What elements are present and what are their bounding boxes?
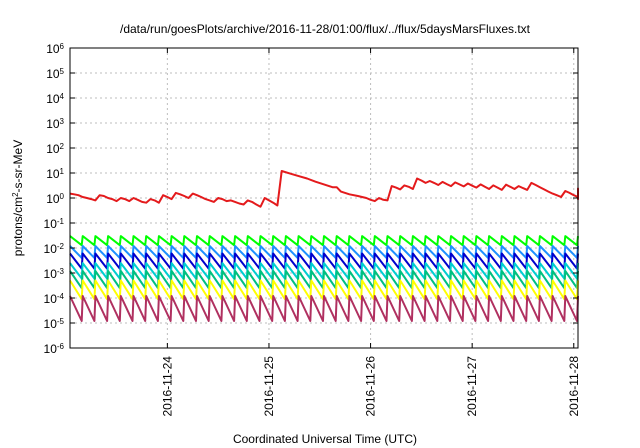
x-tick-label: 2016-11-25 <box>262 356 276 417</box>
y-tick-label: 101 <box>46 167 64 182</box>
y-tick-label: 100 <box>46 192 64 207</box>
y-tick-label: 10-2 <box>44 242 65 257</box>
x-axis-label: Coordinated Universal Time (UTC) <box>233 432 417 446</box>
y-tick-label: 103 <box>46 117 64 132</box>
x-tick-labels: 2016-11-24 2016-11-25 2016-11-26 2016-11-27… <box>160 48 581 417</box>
y-tick-label: 10-5 <box>44 317 65 332</box>
chart-title: /data/run/goesPlots/archive/2016-11-28/0… <box>120 22 531 36</box>
series-line-7 <box>69 279 579 301</box>
x-tick-label: 2016-11-27 <box>465 356 479 417</box>
series-line-1 <box>69 170 579 208</box>
x-tick-label: 2016-11-26 <box>364 356 378 417</box>
y-tick-label: 10-6 <box>44 342 65 357</box>
y-tick-label: 105 <box>46 67 64 82</box>
y-tick-labels: 10-6 10-5 10-4 10-3 10-2 10-1 100 101 102 103 104 1… <box>44 42 578 357</box>
y-axis-label-rest: -s-sr-MeV <box>11 140 25 193</box>
series-line-2 <box>69 235 579 247</box>
x-tick-label: 2016-11-28 <box>567 356 581 417</box>
y-tick-label: 10-4 <box>44 292 65 307</box>
y-tick-label: 10-3 <box>44 267 65 282</box>
series-layer <box>69 170 579 322</box>
y-tick-label: 102 <box>46 142 64 157</box>
series-line-8 <box>69 295 579 322</box>
x-tick-label: 2016-11-24 <box>160 356 174 417</box>
y-tick-label: 10-1 <box>44 217 65 232</box>
y-axis-label-sup: 2 <box>11 192 20 197</box>
y-tick-label: 104 <box>46 92 64 107</box>
y-axis-label: protons/cm2-s-sr-MeV <box>11 140 26 256</box>
y-tick-label: 106 <box>46 42 64 57</box>
y-axis-label-base: protons/cm <box>11 197 25 256</box>
